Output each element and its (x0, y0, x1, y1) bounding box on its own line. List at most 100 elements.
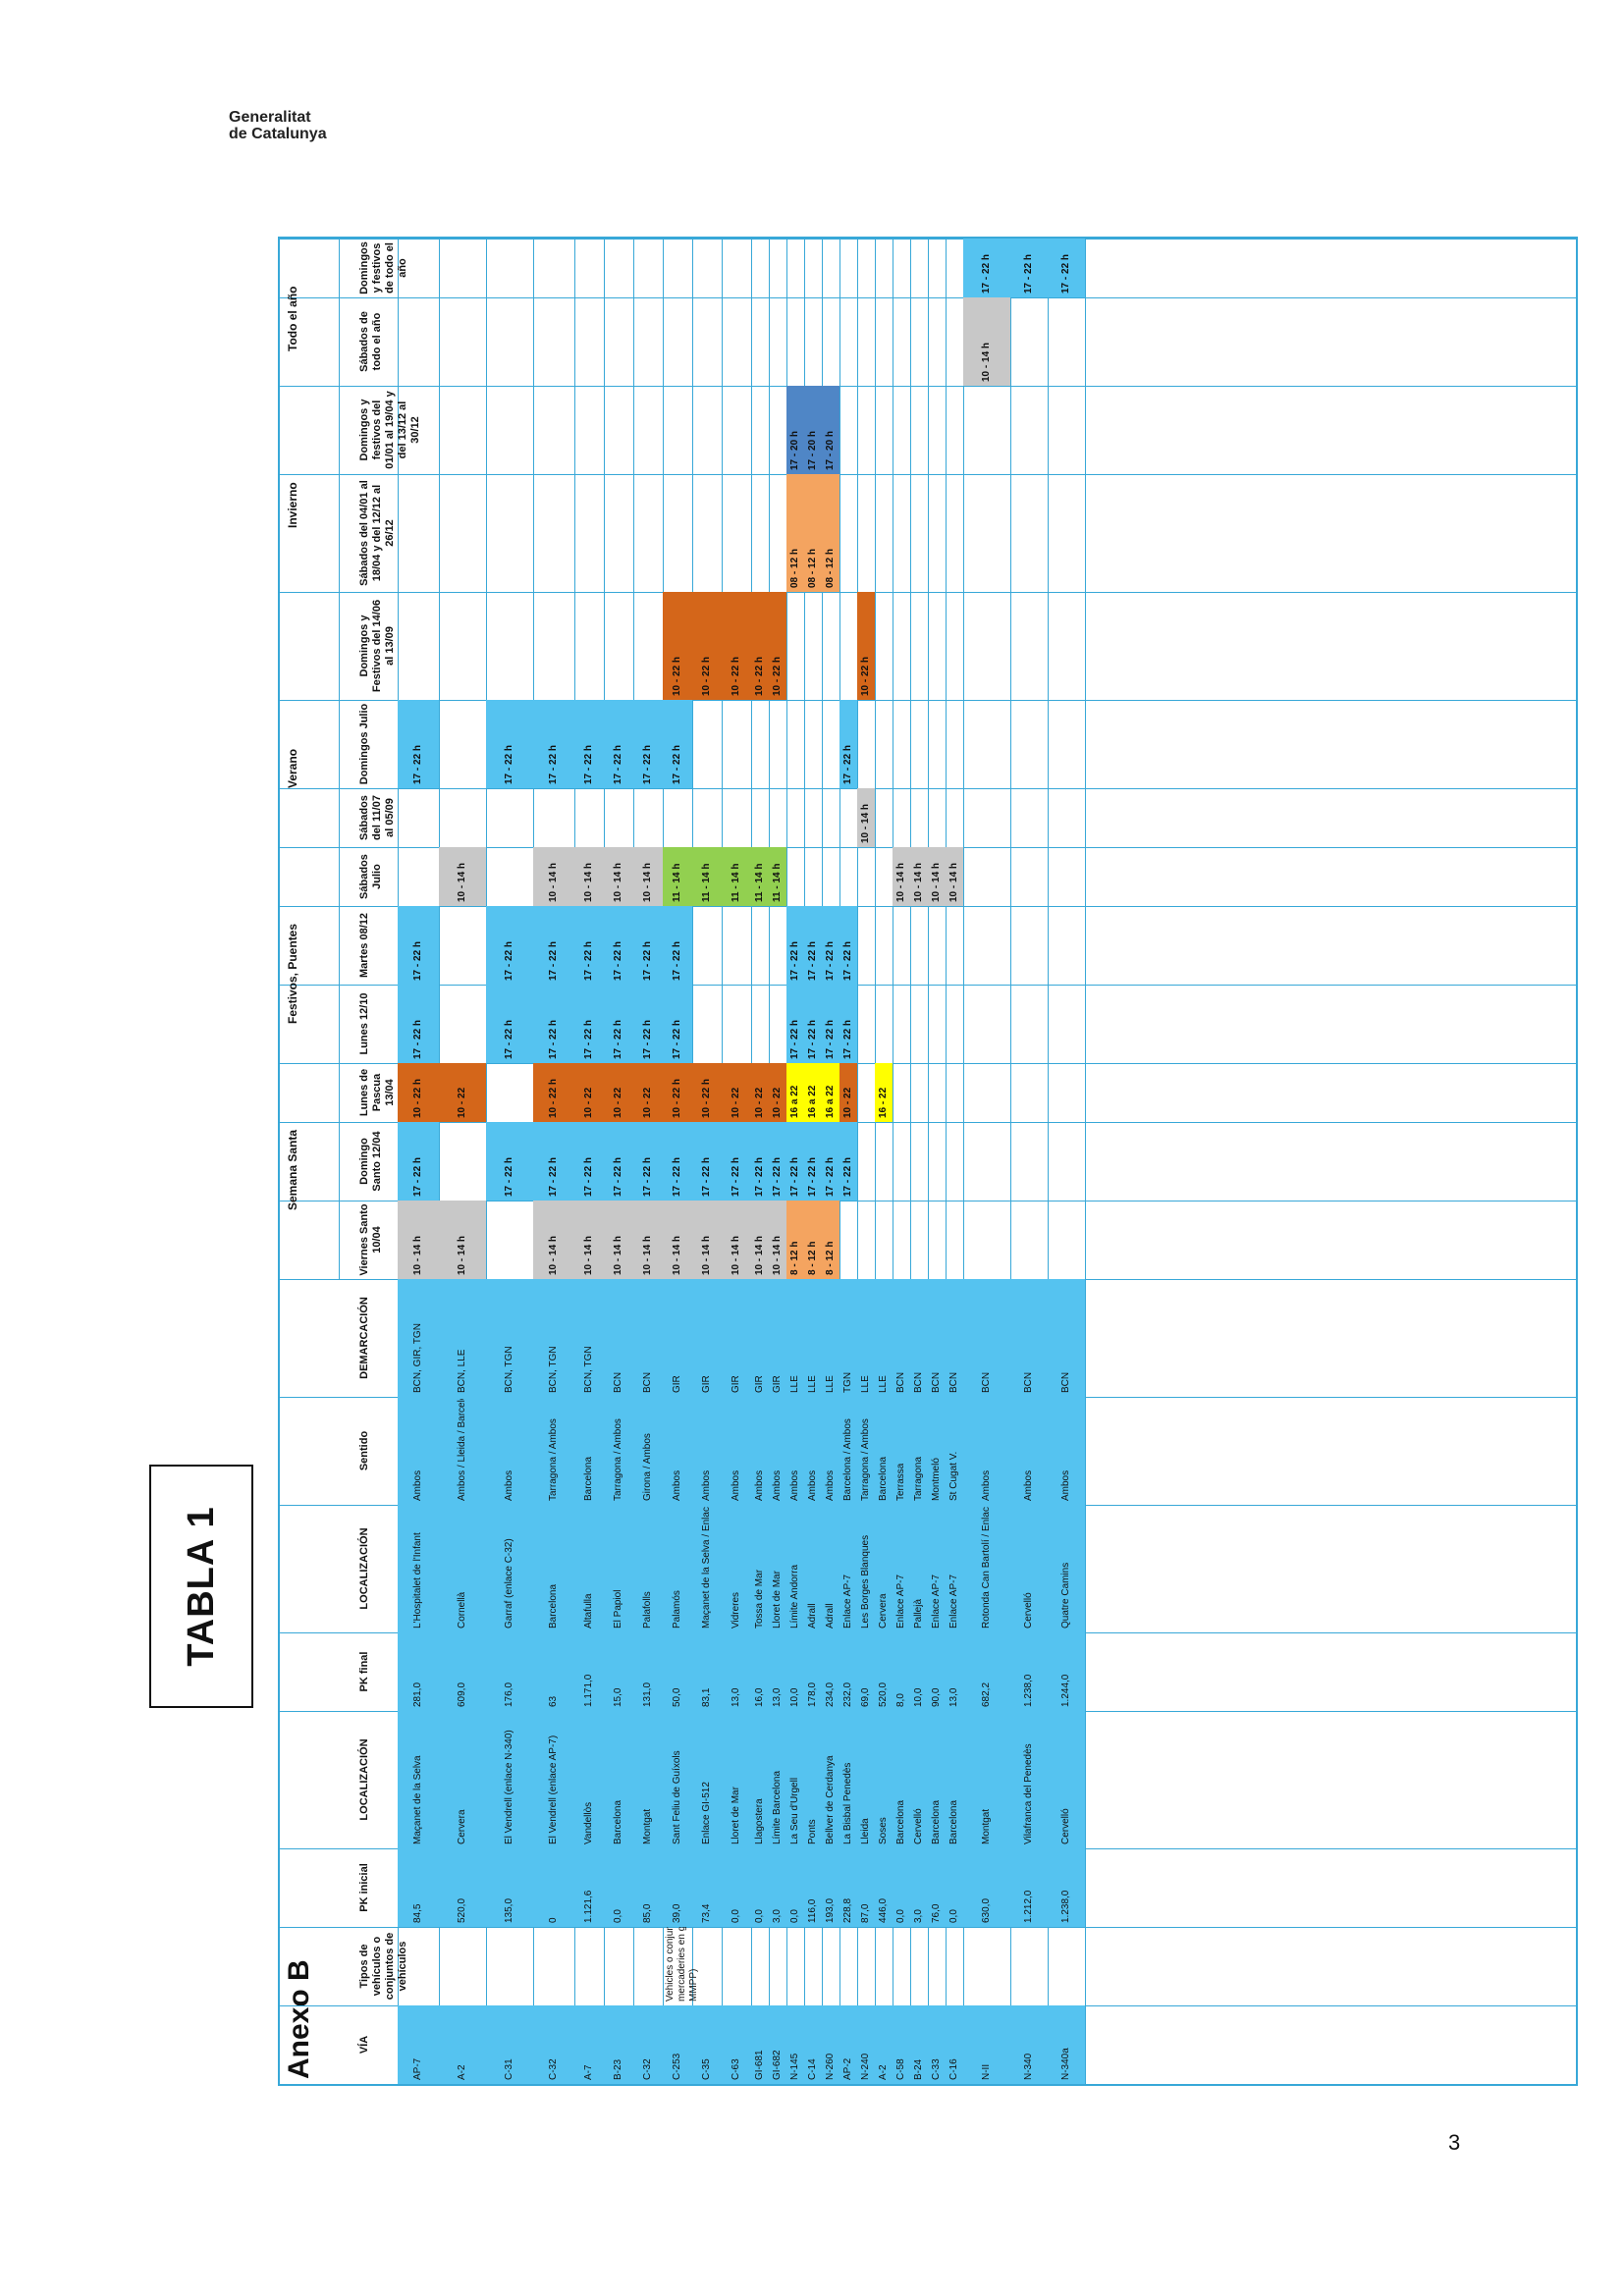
schedule-cell-loc2 (398, 1505, 439, 1632)
cell-is: 08 - 12 h (789, 548, 800, 588)
cell-l12: 17 - 22 h (842, 1019, 853, 1059)
schedule-cell-pkf (486, 1632, 533, 1711)
cell-sentido: Tarragona / Ambos (548, 1418, 559, 1501)
cell-loc2: Adrall (807, 1603, 818, 1629)
schedule-cell-via (946, 2005, 963, 2084)
cell-vie: 10 - 14 h (772, 1235, 783, 1275)
cell-m08: 17 - 22 h (842, 940, 853, 981)
schedule-cell-via (769, 2005, 786, 2084)
column-divider (280, 985, 1576, 986)
row-divider (1010, 239, 1011, 2084)
generalitat-logo: Generalitat de Catalunya (229, 109, 327, 142)
schedule-cell-dom (574, 1122, 604, 1201)
schedule-cell-via (804, 2005, 822, 2084)
schedule-cell-vie (722, 1201, 751, 1279)
schedule-cell-dom (533, 1122, 574, 1201)
row-divider (910, 239, 911, 2084)
tabla-title-rotated: TABLA 1 (149, 1465, 253, 1708)
schedule-cell-loc (663, 1711, 692, 1848)
schedule-cell-m08 (822, 906, 839, 985)
header-loc: LOCALIZACIÓN (358, 1738, 370, 1821)
cell-loc: Enlace GI-512 (701, 1782, 712, 1844)
schedule-cell-pki (751, 1848, 769, 1927)
cell-sentido: Ambos (754, 1469, 765, 1501)
cell-loc: Barcelona (895, 1799, 906, 1844)
cell-lun: 10 - 22 (754, 1087, 765, 1118)
schedule-cell-loc (804, 1711, 822, 1848)
cell-sentido: Ambos (772, 1469, 783, 1501)
cell-dom: 17 - 22 h (412, 1156, 423, 1197)
group-header: Verano (286, 748, 299, 788)
cell-id: 17 - 20 h (825, 430, 836, 470)
schedule-cell-pkf (533, 1632, 574, 1711)
schedule-cell-s11 (857, 788, 875, 847)
cell-loc: Límite Barcelona (772, 1770, 783, 1844)
column-divider (280, 1063, 1576, 1064)
schedule-cell-sentido (398, 1397, 439, 1505)
cell-dem: BCN, GIR, TGN (412, 1323, 423, 1393)
header-sj: Sábados Julio (358, 854, 383, 899)
schedule-cell-dom (751, 1122, 769, 1201)
cell-dem: GIR (754, 1375, 765, 1393)
cell-td: 17 - 22 h (1023, 253, 1034, 294)
schedule-cell-pki (398, 1848, 439, 1927)
schedule-cell-dem (839, 1279, 857, 1397)
schedule-cell-via (604, 2005, 633, 2084)
header-s11: Sábados del 11/07 al 05/09 (358, 795, 396, 840)
schedule-cell-loc2 (928, 1505, 946, 1632)
schedule-cell-sj (910, 847, 928, 906)
schedule-cell-loc2 (574, 1505, 604, 1632)
schedule-cell-loc (857, 1711, 875, 1848)
cell-dem: LLE (878, 1375, 889, 1393)
schedule-cell-loc (439, 1711, 486, 1848)
schedule-cell-dom (822, 1122, 839, 1201)
header-sentido: Sentido (358, 1430, 370, 1471)
cell-pkf: 15,0 (613, 1687, 623, 1707)
schedule-cell-dom (722, 1122, 751, 1201)
schedule-cell-dem (928, 1279, 946, 1397)
schedule-cell-lun (663, 1063, 692, 1122)
header-id: Domingos y festivos del 01/01 al 19/04 y… (358, 391, 421, 469)
schedule-cell-dem (786, 1279, 804, 1397)
group-header: Festivos, Puentes (286, 923, 299, 1024)
road-name: B-23 (613, 2058, 623, 2080)
cell-pkf: 8,0 (895, 1693, 906, 1707)
road-name: GI-682 (772, 2050, 783, 2080)
schedule-cell-pkf (439, 1632, 486, 1711)
cell-lun: 10 - 22 (731, 1087, 741, 1118)
schedule-cell-vie (439, 1201, 486, 1279)
cell-dem: BCN (895, 1371, 906, 1393)
schedule-cell-loc (604, 1711, 633, 1848)
schedule-cell-l12 (839, 985, 857, 1063)
cell-sj: 11 - 14 h (672, 863, 682, 902)
schedule-cell-via (786, 2005, 804, 2084)
cell-sj: 10 - 14 h (913, 862, 924, 902)
cell-dom: 17 - 22 h (613, 1156, 623, 1197)
cell-pkf: 10,0 (913, 1687, 924, 1707)
group-header: Todo el año (286, 286, 299, 351)
schedule-cell-dom (486, 1122, 533, 1201)
cell-sj: 11 - 14 h (701, 863, 712, 902)
cell-l12: 17 - 22 h (825, 1019, 836, 1059)
cell-id: 17 - 20 h (789, 430, 800, 470)
road-name: C-14 (807, 2058, 818, 2080)
schedule-cell-ts (963, 297, 1010, 386)
schedule-cell-pkf (604, 1632, 633, 1711)
cell-loc: Barcelona (613, 1799, 623, 1844)
cell-pki: 0,0 (754, 1909, 765, 1923)
schedule-cell-lun (604, 1063, 633, 1122)
schedule-cell-pki (604, 1848, 633, 1927)
road-name: N-340a (1060, 2048, 1071, 2080)
schedule-cell-pki (633, 1848, 663, 1927)
road-name: N-340 (1023, 2053, 1034, 2080)
cell-lun: 16 a 22 (789, 1085, 800, 1118)
cell-dj: 17 - 22 h (583, 744, 594, 784)
schedule-cell-dem (963, 1279, 1010, 1397)
cell-loc2: Altafulla (583, 1593, 594, 1629)
schedule-cell-vie (822, 1201, 839, 1279)
schedule-cell-pkf (822, 1632, 839, 1711)
cell-sentido: Ambos (731, 1469, 741, 1501)
cell-pkf: 13,0 (948, 1687, 959, 1707)
cell-loc2: Pallejà (913, 1598, 924, 1629)
cell-sentido: Ambos (1060, 1469, 1071, 1501)
